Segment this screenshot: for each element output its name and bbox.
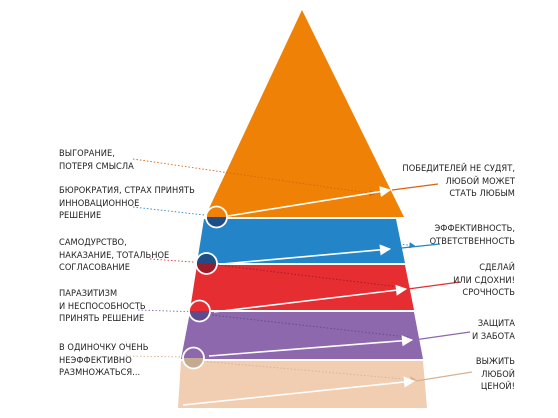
pyramid-layer-beige (178, 361, 427, 408)
node-circle-2 (195, 252, 218, 275)
arrow-3 (213, 281, 461, 313)
arrow-2 (221, 243, 441, 265)
right-label-2: ЭФФЕКТИВНОСТЬ, ОТВЕТСТВЕННОСТЬ (429, 223, 515, 247)
dotted-connector-5 (125, 355, 187, 358)
dotted-connector-4b (211, 314, 417, 341)
left-label-1: ВЫГОРАНИЕ, ПОТЕРЯ СМЫСЛА (59, 148, 134, 172)
pyramid-layer-purple (181, 312, 423, 359)
node-circle-1 (205, 205, 228, 229)
pyramid-layer-red (190, 265, 414, 310)
dotted-connector-2b (225, 219, 416, 249)
pyramid-layer-orange (205, 10, 404, 217)
dotted-connector-5b (199, 360, 417, 383)
right-label-5: ВЫЖИТЬ ЛЮБОЙ ЦЕНОЙ! (475, 356, 515, 392)
node-circle-3 (188, 299, 211, 323)
dotted-connector-2 (132, 206, 214, 217)
node-circle-4 (182, 346, 205, 370)
arrow-4 (208, 331, 471, 357)
left-label-5: В ОДИНОЧКУ ОЧЕНЬ НЕЭФФЕКТИВНО РАЗМНОЖАТЬ… (59, 342, 149, 378)
right-label-3: СДЕЛАЙ ИЛИ СДОХНИ! СРОЧНОСТЬ (453, 262, 515, 298)
right-label-1: ПОБЕДИТЕЛЕЙ НЕ СУДЯТ, ЛЮБОЙ МОЖЕТ СТАТЬ … (402, 163, 515, 199)
left-label-4: ПАРАЗИТИЗМ И НЕСПОСОБНОСТЬ ПРИНЯТЬ РЕШЕН… (59, 288, 146, 324)
left-label-3: САМОДУРСТВО, НАКАЗАНИЕ, ТОТАЛЬНОЕ СОГЛАС… (59, 237, 170, 273)
arrow-1 (227, 183, 439, 217)
right-label-4: ЗАЩИТА И ЗАБОТА (471, 318, 515, 342)
dotted-connector-1 (132, 158, 376, 197)
left-label-2: БЮРОКРАТИЯ, СТРАХ ПРИНЯТЬ ИННОВАЦИОННОЕ … (59, 185, 195, 221)
dotted-connector-3b (217, 264, 409, 291)
dotted-connector-3 (149, 258, 208, 264)
arrow-5 (182, 371, 473, 406)
